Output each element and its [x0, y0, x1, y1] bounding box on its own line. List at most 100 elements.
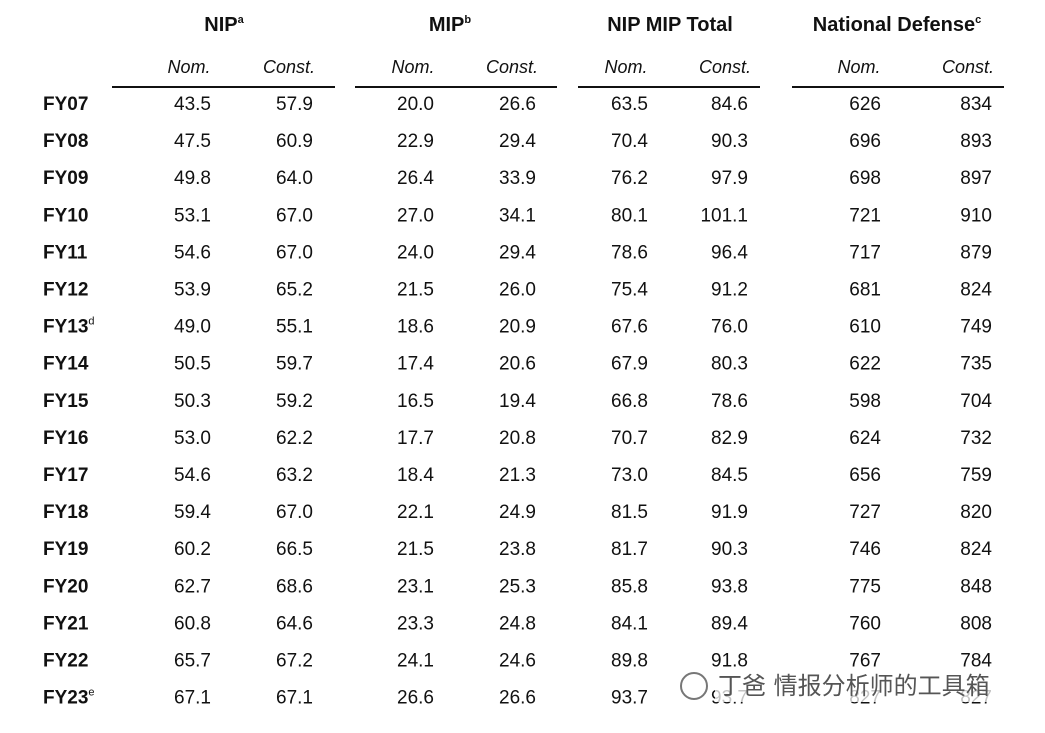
cell: 59.7: [276, 354, 313, 375]
cell: 93.8: [711, 576, 748, 597]
group-title-text: NIP MIP Total: [607, 14, 733, 36]
cell: 84.1: [611, 613, 648, 634]
cell: 57.9: [276, 94, 313, 115]
cell: 760: [849, 613, 881, 634]
watermark: 丁爸 情报分析师的工具箱: [680, 670, 1015, 702]
column-header: Const.: [486, 57, 538, 77]
group-title: NIPa: [204, 14, 244, 36]
column-header: Nom.: [391, 57, 434, 77]
cell: 622: [849, 354, 881, 375]
row-note: e: [88, 687, 94, 699]
cell: 43.5: [174, 94, 211, 115]
cell: 29.4: [499, 131, 536, 152]
cell: 60.9: [276, 131, 313, 152]
group-title-text: MIP: [429, 14, 465, 36]
cell: 81.5: [611, 502, 648, 523]
cell: 101.1: [700, 205, 748, 226]
group-note: a: [238, 14, 245, 26]
cell: 17.7: [397, 428, 434, 449]
cell: 70.7: [611, 428, 648, 449]
cell: 759: [960, 465, 992, 486]
cell: 62.7: [174, 576, 211, 597]
cell: 22.9: [397, 131, 434, 152]
cell: 67.0: [276, 242, 313, 263]
column-header: Const.: [942, 57, 994, 77]
cell: 598: [849, 391, 881, 412]
cell: 60.8: [174, 613, 211, 634]
cell: 24.9: [499, 502, 536, 523]
group-note: c: [975, 14, 981, 26]
cell: 775: [849, 576, 881, 597]
row-label-text: FY23: [43, 688, 88, 709]
cell: 91.2: [711, 280, 748, 301]
cell: 67.1: [174, 688, 211, 709]
cell: 17.4: [397, 354, 434, 375]
row-label: FY15: [43, 391, 89, 412]
cell: 25.3: [499, 576, 536, 597]
cell: 897: [960, 168, 992, 189]
cell: 26.6: [397, 688, 434, 709]
cell: 24.1: [397, 651, 434, 672]
cell: 55.1: [276, 317, 313, 338]
cell: 60.2: [174, 539, 211, 560]
cell: 70.4: [611, 131, 648, 152]
cell: 67.0: [276, 502, 313, 523]
cell: 18.4: [397, 465, 434, 486]
row-label-text: FY11: [43, 242, 88, 263]
cell: 848: [960, 576, 992, 597]
cell: 910: [960, 205, 992, 226]
cell: 704: [960, 391, 992, 412]
row-label: FY09: [43, 168, 88, 189]
cell: 732: [960, 428, 992, 449]
column-header: Const.: [699, 57, 751, 77]
cell: 91.9: [711, 502, 748, 523]
cell: 24.0: [397, 242, 434, 263]
cell: 89.8: [611, 651, 648, 672]
cell: 26.6: [499, 688, 536, 709]
cell: 824: [960, 280, 992, 301]
cell: 93.7: [611, 688, 648, 709]
cell: 64.0: [276, 168, 313, 189]
cell: 53.0: [174, 428, 211, 449]
cell: 67.2: [276, 651, 313, 672]
row-note: d: [88, 316, 94, 328]
cell: 20.6: [499, 354, 536, 375]
cell: 80.1: [611, 205, 648, 226]
cell: 727: [849, 502, 881, 523]
row-label: FY19: [43, 539, 88, 560]
cell: 68.6: [276, 576, 313, 597]
cell: 721: [849, 205, 881, 226]
row-label: FY11: [43, 242, 88, 263]
cell: 717: [849, 242, 881, 263]
cell: 698: [849, 168, 881, 189]
row-label-text: FY13: [43, 317, 88, 338]
row-label-text: FY16: [43, 428, 88, 449]
cell: 767: [849, 651, 881, 672]
group-title: National Defensec: [813, 14, 981, 36]
cell: 85.8: [611, 576, 648, 597]
cell: 24.8: [499, 613, 536, 634]
cell: 63.5: [611, 94, 648, 115]
cell: 49.8: [174, 168, 211, 189]
row-label-text: FY22: [43, 651, 88, 672]
row-label-text: FY19: [43, 539, 88, 560]
cell: 67.6: [611, 317, 648, 338]
row-label: FY20: [43, 576, 88, 597]
cell: 80.3: [711, 354, 748, 375]
row-label-text: FY17: [43, 465, 88, 486]
cell: 16.5: [397, 391, 434, 412]
cell: 34.1: [499, 205, 536, 226]
column-header: Nom.: [837, 57, 880, 77]
column-header: Nom.: [604, 57, 647, 77]
cell: 23.1: [397, 576, 434, 597]
cell: 90.3: [711, 131, 748, 152]
row-label: FY23e: [43, 687, 95, 709]
cell: 54.6: [174, 242, 211, 263]
cell: 26.4: [397, 168, 434, 189]
cell: 96.4: [711, 242, 748, 263]
group-title: NIP MIP Total: [607, 14, 733, 36]
cell: 23.8: [499, 539, 536, 560]
row-label-text: FY12: [43, 280, 88, 301]
cell: 624: [849, 428, 881, 449]
